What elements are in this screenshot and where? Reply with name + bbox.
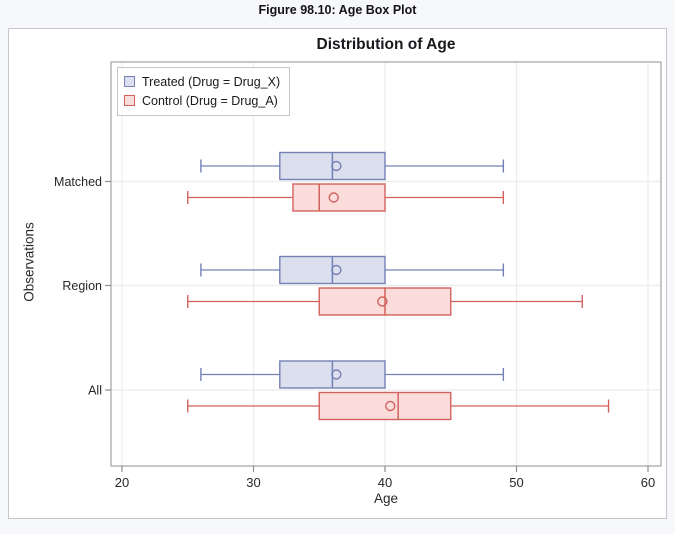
x-tick-label-30: 30 (246, 475, 260, 490)
mean-marker-treated-matched (331, 160, 342, 172)
chart-title: Distribution of Age (316, 36, 456, 53)
plot-canvas: 20 30 40 50 60 Matched Region All (54, 61, 662, 490)
mean-marker-control-matched (328, 192, 339, 203)
plot-wall (110, 61, 662, 467)
mean-marker-control-all (385, 400, 396, 412)
legend-label-treated: Treated (Drug = Drug_X) (142, 74, 281, 89)
legend-swatch-control-icon (124, 95, 135, 106)
y-tick-label-region: Region (62, 279, 102, 293)
mean-marker-treated-all (331, 369, 342, 380)
x-axis-label: Age (373, 491, 399, 506)
x-tick-label-60: 60 (641, 475, 655, 490)
mean-marker-control-region (377, 296, 388, 307)
y-axis-label: Observations (21, 222, 37, 302)
legend-item-control: Control (Drug = Drug_A) (124, 91, 280, 110)
x-tick-label-40: 40 (378, 475, 392, 490)
box-control-all (318, 391, 452, 421)
y-tick-label-all: All (88, 384, 102, 398)
y-tick-label-matched: Matched (54, 175, 102, 189)
graph: 20 30 40 50 60 Matched Region All Distribution … (8, 28, 667, 519)
legend: Treated (Drug = Drug_X) Control (Drug = … (117, 67, 291, 116)
legend-swatch-treated-icon (124, 76, 135, 87)
legend-item-treated: Treated (Drug = Drug_X) (124, 72, 280, 91)
mean-marker-treated-region (331, 264, 342, 276)
legend-label-control: Control (Drug = Drug_A) (142, 93, 278, 108)
x-tick-label-20: 20 (115, 475, 129, 490)
box-control-matched (292, 183, 386, 212)
x-tick-label-50: 50 (509, 475, 523, 490)
figure-heading: Figure 98.10: Age Box Plot (258, 3, 417, 17)
